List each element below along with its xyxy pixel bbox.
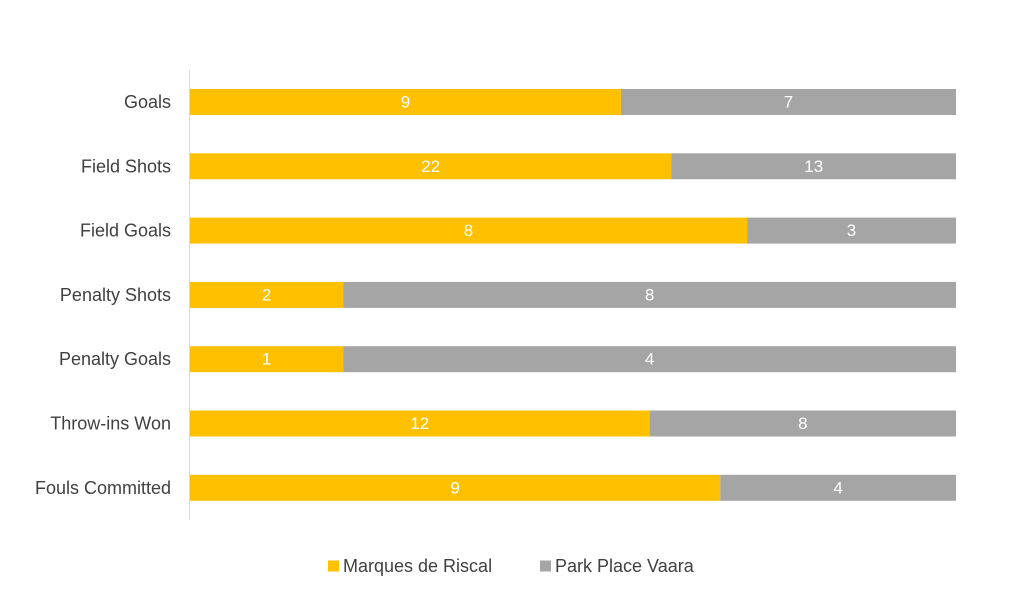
bar-segment — [747, 217, 956, 244]
category-label: Penalty Shots — [60, 285, 171, 305]
bar-segment — [343, 346, 956, 373]
data-labels: 9 722 138 32 81 412 89 4 — [262, 93, 856, 498]
legend-label: Park Place Vaara — [555, 556, 695, 576]
category-labels: Goals Field Shots Field Goals Penalty Shots… — [35, 92, 171, 498]
bar-segment — [190, 153, 672, 180]
bar-segment — [720, 474, 956, 501]
bars — [190, 89, 956, 501]
category-label: Throw-ins Won — [50, 414, 171, 434]
bar-segment — [343, 281, 956, 308]
data-label: 13 — [804, 157, 823, 176]
legend: Marques de Riscal Park Place Vaara — [328, 556, 695, 576]
data-label: 22 — [421, 157, 440, 176]
data-label: 9 — [450, 478, 459, 497]
category-label: Fouls Committed — [35, 478, 171, 498]
bar-segment — [190, 346, 344, 373]
data-label: 2 — [262, 285, 271, 304]
bar-segment — [190, 89, 621, 115]
bar-segment — [190, 281, 344, 308]
data-label: 8 — [645, 285, 654, 304]
category-label: Penalty Goals — [59, 349, 171, 369]
legend-swatch — [540, 560, 551, 572]
bar-segment — [649, 410, 956, 437]
category-label: Field Shots — [81, 156, 171, 176]
data-label: 3 — [847, 221, 856, 240]
data-label: 8 — [464, 221, 473, 240]
legend-label: Marques de Riscal — [343, 556, 492, 576]
data-label: 4 — [833, 478, 842, 497]
legend-swatch — [328, 560, 339, 572]
category-label: Field Goals — [80, 221, 171, 241]
bar-segment — [671, 153, 956, 180]
data-label: 4 — [645, 350, 654, 369]
data-label: 7 — [784, 93, 793, 112]
bar-segment — [190, 217, 748, 244]
bar-segment — [190, 474, 721, 501]
data-label: 9 — [401, 93, 410, 112]
bar-segment — [190, 410, 650, 437]
data-label: 8 — [798, 414, 807, 433]
data-label: 1 — [262, 350, 271, 369]
bar-segment — [620, 89, 956, 115]
data-label: 12 — [410, 414, 429, 433]
category-label: Goals — [124, 92, 171, 112]
